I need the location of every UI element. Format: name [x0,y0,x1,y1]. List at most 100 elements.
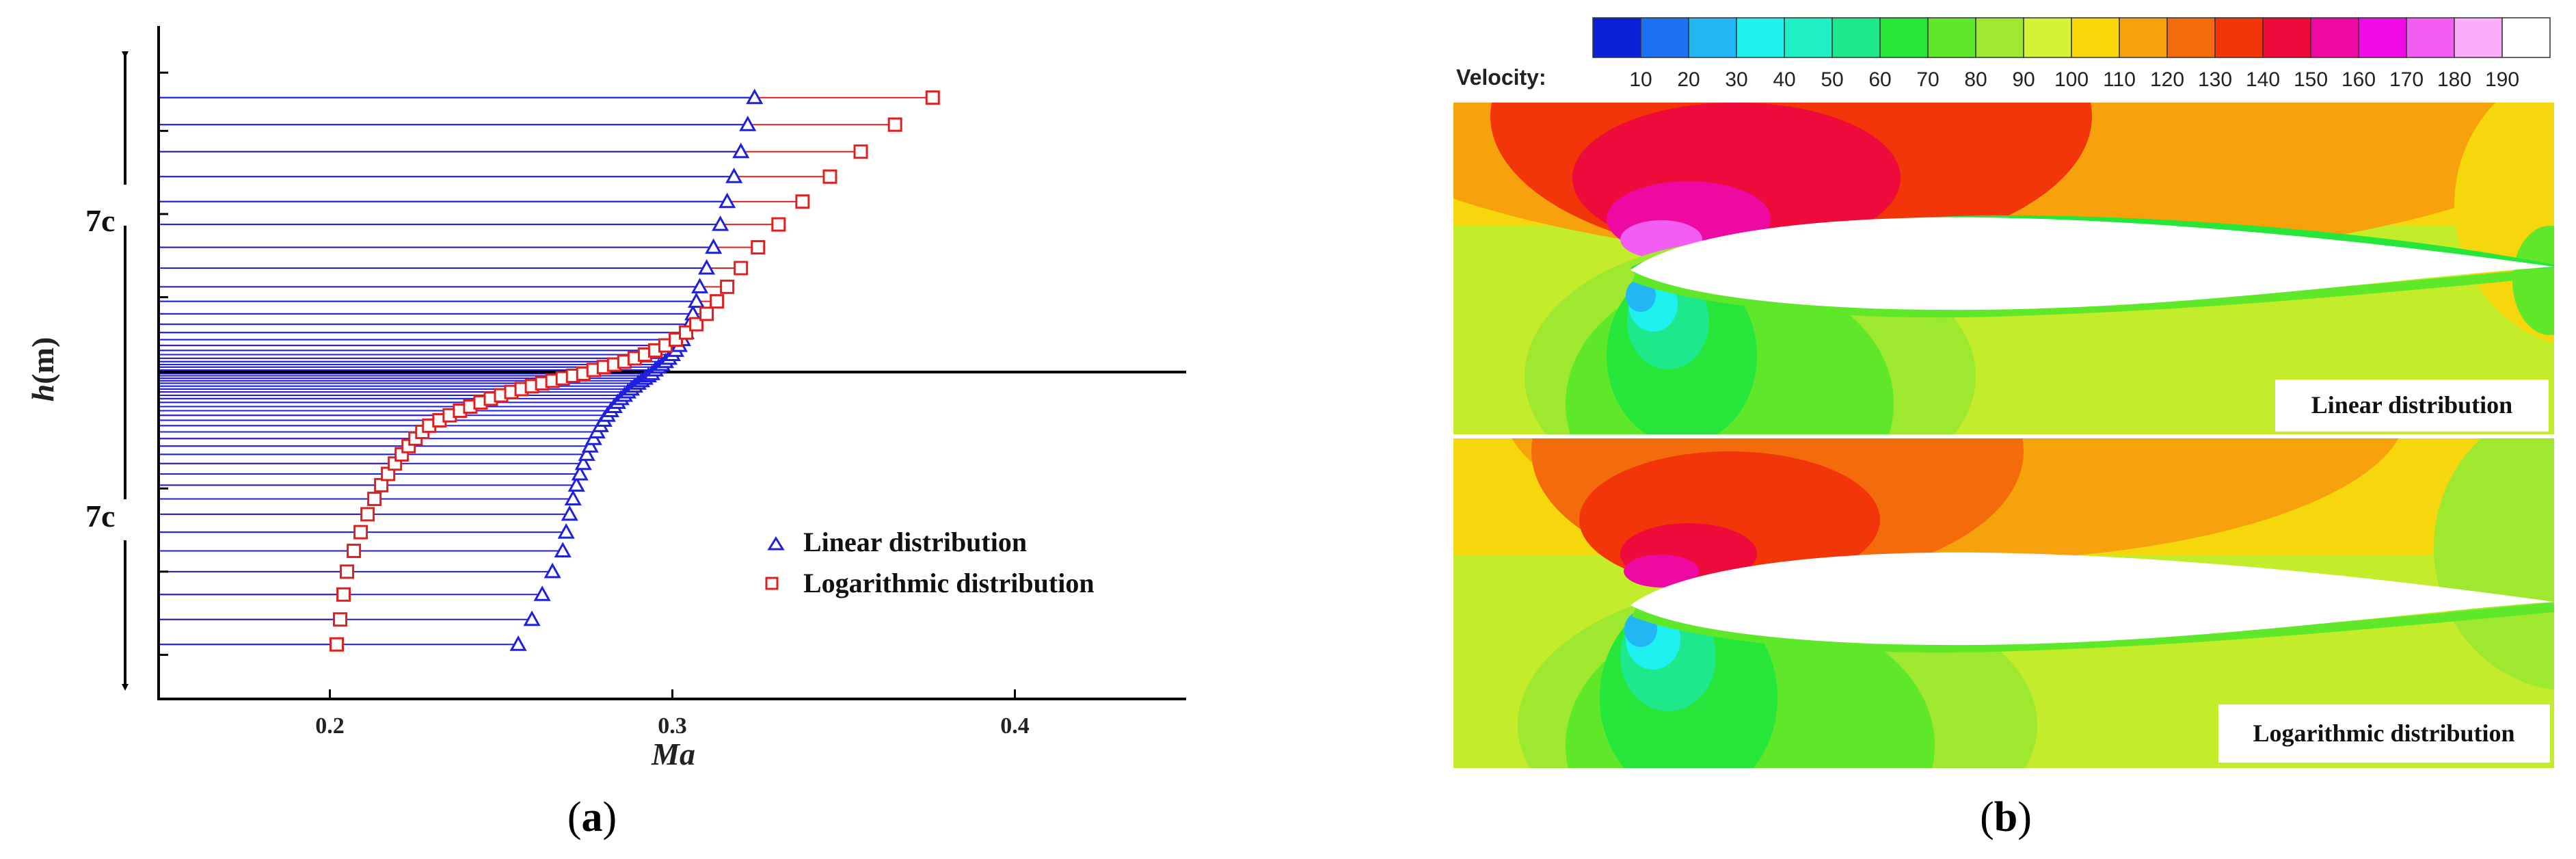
data-markers [330,88,940,652]
lower-span-label: 7c [85,499,115,533]
y-ticks [159,71,168,656]
legend-square-icon [765,577,779,590]
case-label-logarithmic: Logarithmic distribution [2253,719,2514,747]
case-label-box [2218,704,2550,763]
colorbar-tick: 130 [2198,68,2232,91]
colorbar-tick: 100 [2054,68,2089,91]
case-label-box [2275,380,2549,432]
colorbar-swatch [1640,17,1689,58]
colorbar-swatch [1784,17,1833,58]
colorbar-swatch [2071,17,2120,58]
linear-point [509,635,527,651]
colorbar-tick: 120 [2150,68,2184,91]
colorbar-tick: 10 [1629,68,1652,91]
upper-span-label: 7c [85,203,115,238]
colorbar-tick: 20 [1677,68,1700,91]
legend-linear-label: Linear distribution [803,527,1027,557]
linear-point [719,192,736,209]
log-point [689,317,704,332]
panel-b-label: (b) [1980,794,2032,841]
linear-point [578,445,595,461]
log-point [795,194,810,209]
colorbar-tick: 30 [1725,68,1747,91]
colorbar-swatch [2023,17,2072,58]
log-point [771,217,786,232]
log-point [925,90,940,105]
log-point [734,261,749,276]
case-label-linear: Linear distribution [2311,391,2512,419]
log-point [336,587,351,602]
x-tick-label: 0.4 [1000,713,1030,739]
colorbar-swatch [1832,17,1881,58]
colorbar-swatch [2119,17,2168,58]
colorbar-tick: 170 [2389,68,2424,91]
linear-point [691,278,709,293]
log-point [333,612,348,627]
linear-point [574,454,592,471]
colorbar-tick: 70 [1916,68,1939,91]
linear-point [688,292,706,308]
legend: Linear distribution Logarithmic distribu… [752,513,1162,616]
contour-logarithmic: Logarithmic distribution [1453,438,2554,768]
colorbar-swatch [2310,17,2359,58]
span-label-bg [103,185,148,226]
colorbar-swatch [1592,17,1641,58]
log-point [710,294,725,309]
colorbar-tick: 190 [2485,68,2519,91]
colorbar-tick: 60 [1868,68,1891,91]
panel-a-label: (a) [567,794,617,841]
linear-point [705,238,723,254]
linear-point [571,464,589,481]
colorbar-swatch [2358,17,2407,58]
linear-point [544,562,561,579]
linear-point [732,142,750,159]
log-point [367,491,382,506]
linear-point [725,168,743,183]
x-ticks: 0.2 0.3 0.4 [315,689,1030,739]
log-point [340,564,355,579]
log-point [699,306,714,321]
log-point [353,525,368,540]
legend-box [752,513,1162,616]
colorbar-swatch [2262,17,2311,58]
linear-point [712,215,729,231]
colorbar-swatch [1688,17,1737,58]
span-label-bg [103,499,148,540]
colorbar-tick: 90 [2012,68,2035,91]
linear-point [557,523,575,539]
linear-point [533,585,551,601]
colorbar-title: Velocity: [1456,65,1546,90]
colorbar-swatch [2406,17,2455,58]
colorbar-tick: 40 [1773,68,1795,91]
legend-log-label: Logarithmic distribution [803,568,1095,598]
log-point [360,507,375,522]
colorbar-tick: 50 [1821,68,1843,91]
colorbar-tick: 110 [2103,68,2136,91]
linear-point [561,505,578,521]
colorbar-swatch [1975,17,2024,58]
log-point [720,279,735,294]
x-tick-label: 0.3 [658,713,687,739]
legend-triangle-icon [767,536,785,551]
linear-point [698,259,716,275]
velocity-colorbar [1592,17,2551,58]
log-point [330,637,345,652]
y-axis-label: h(m) [25,337,60,402]
contour-linear: Linear distribution [1453,103,2554,434]
linear-point [567,476,585,492]
colorbar-swatch [1879,17,1929,58]
linear-point [746,88,764,105]
log-point [347,543,362,558]
linear-point [739,116,757,131]
colorbar-swatch [2501,17,2551,58]
colorbar-tick-labels: 10 20 30 40 50 60 70 80 90 100 110 120 130 140 150 160 1… [1629,68,2519,91]
colorbar-tick: 140 [2246,68,2280,91]
colorbar-tick: 180 [2437,68,2471,91]
colorbar-swatch [1736,17,1785,58]
linear-point [523,610,541,626]
colorbar-tick: 80 [1964,68,1987,91]
panel-a-chart: 0.2 0.3 0.4 Ma h(m) 7c 7c Linear distribut… [25,26,1186,841]
log-point [822,169,837,184]
x-axis-label: Ma [651,737,695,771]
